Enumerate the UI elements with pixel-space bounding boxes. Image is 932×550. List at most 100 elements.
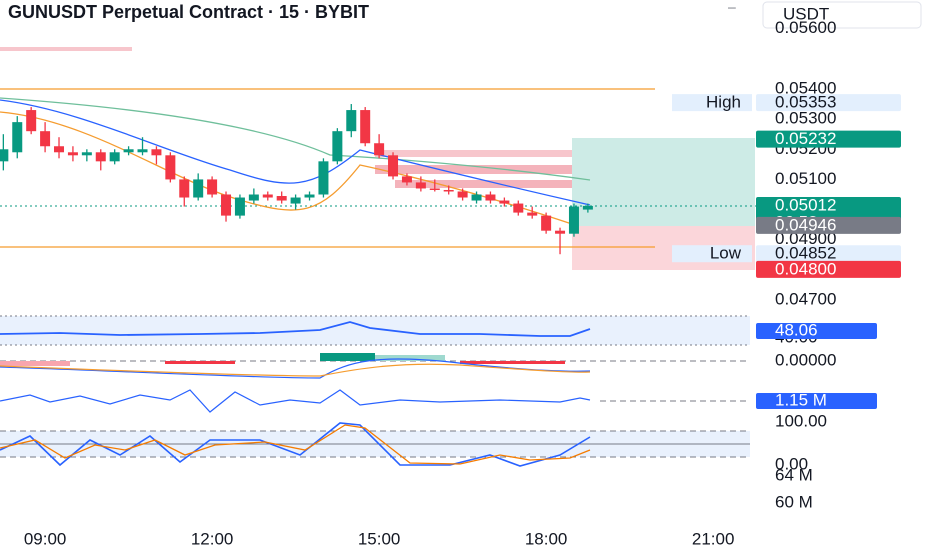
macd-hist [375, 355, 445, 361]
stoch-k [0, 422, 591, 467]
candle-body [457, 191, 468, 198]
tag-box [672, 94, 752, 112]
tag-label: High [706, 93, 741, 112]
macd-hist [460, 361, 565, 364]
price-label: 0.05353 [775, 93, 836, 112]
candle-body [26, 110, 37, 132]
menu: – [728, 0, 736, 15]
candle-body [304, 194, 315, 198]
tag-label: Low [710, 244, 742, 263]
candle-body [290, 197, 301, 204]
y-tick-label: 0.04900 [775, 229, 836, 248]
candle-body [54, 146, 65, 153]
zone [375, 165, 685, 174]
currency-button[interactable] [762, 1, 922, 29]
candle-body [513, 203, 524, 213]
ma-line [0, 111, 576, 226]
ma-line [0, 97, 591, 181]
y-tick-label: 0.05600 [775, 18, 836, 37]
candle-body [40, 131, 51, 147]
x-tick-label: 18:00 [525, 529, 568, 548]
candle-body [555, 230, 566, 234]
price-label: 0.04800 [775, 259, 836, 278]
candle-body [374, 143, 385, 156]
price-label-box [756, 260, 901, 278]
y-tick-label: 0.05100 [775, 169, 836, 188]
price-label-box [756, 94, 901, 112]
candle-body [262, 194, 273, 198]
candle-body [332, 131, 343, 162]
zone [375, 150, 670, 157]
candle-body [179, 179, 190, 198]
candle-body [165, 155, 176, 180]
candle-body [248, 194, 259, 201]
volume-line [0, 389, 591, 413]
candle-body [95, 152, 106, 162]
macd-hist [0, 361, 70, 366]
candle-body [443, 189, 454, 192]
pane-label-box [756, 323, 877, 339]
pane-label: 60 M [775, 492, 813, 511]
stoch-d [0, 424, 591, 465]
x-tick-label: 09:00 [24, 529, 67, 548]
macd-signal [0, 363, 591, 377]
pane-label-box [756, 393, 877, 409]
y-tick-label: 0.05300 [775, 109, 836, 128]
candle-body [0, 149, 9, 162]
y-tick-label: 0.04700 [775, 290, 836, 309]
candle-body [360, 110, 371, 144]
candle-body [485, 194, 496, 201]
y-tick-label: 0.05400 [775, 78, 836, 97]
macd-hist [165, 361, 235, 364]
zone [0, 47, 132, 51]
candle-body [499, 200, 510, 204]
rsi-line [0, 321, 591, 337]
pane-label: 0.00 [775, 454, 808, 473]
price-label: 0.05232 [775, 129, 836, 148]
tag-box [672, 245, 752, 263]
price-label-box [756, 245, 901, 263]
chart-title: GUNUSDT Perpetual Contract · 15 · BYBIT [8, 2, 369, 22]
candle-body [415, 182, 426, 189]
rsi-band [0, 316, 750, 345]
candle-body [276, 196, 287, 201]
candle-body [527, 212, 538, 216]
candle-body [346, 110, 357, 132]
price-label: 0.04852 [775, 244, 836, 263]
profit-zone [572, 138, 755, 226]
pane-label: 48.06 [775, 320, 818, 339]
candle-body [541, 215, 552, 231]
pane-label: 1.15 M [775, 390, 827, 409]
pane-label: 100.00 [775, 411, 827, 430]
candle-body [81, 152, 92, 156]
header-bg [0, 0, 600, 26]
candle-body [582, 205, 593, 210]
candle-body [12, 122, 23, 153]
candle-body [109, 152, 120, 162]
candle-body [221, 194, 232, 216]
candle-body [137, 149, 148, 153]
candle-body [318, 161, 329, 195]
x-tick-label: 12:00 [191, 529, 234, 548]
x-tick-label: 21:00 [692, 529, 735, 548]
currency-label[interactable]: USDT [783, 4, 829, 23]
price-label: 0.05012 [775, 195, 836, 214]
price-label-box [756, 130, 901, 148]
candle-body [471, 194, 482, 201]
pane-label: 64 M [775, 465, 813, 484]
pane-label: 0.00000 [775, 350, 836, 369]
x-tick-label: 15:00 [358, 529, 401, 548]
candle-body [234, 197, 245, 216]
candle-body [67, 152, 78, 156]
candle-body [193, 179, 204, 198]
price-label-box [756, 216, 901, 234]
candle-body [123, 149, 134, 153]
price-label: 0.04946 [775, 215, 836, 234]
candle-body [207, 179, 218, 195]
macd-hist [320, 353, 375, 361]
ma-line [0, 99, 591, 206]
candle-body [388, 155, 399, 177]
candle-body [568, 206, 579, 234]
